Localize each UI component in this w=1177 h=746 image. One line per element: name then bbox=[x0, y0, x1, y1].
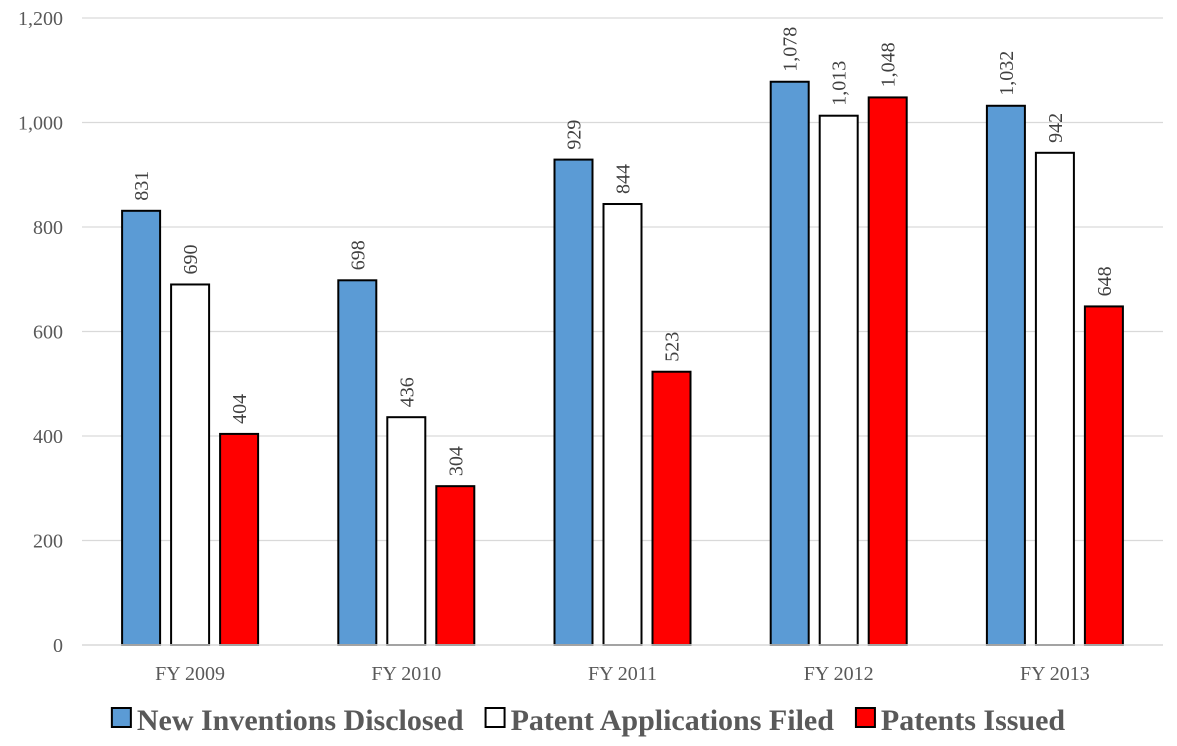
x-tick-label: FY 2013 bbox=[1020, 663, 1090, 685]
legend-label: Patent Applications Filed bbox=[511, 704, 835, 737]
bar-patent-applications-filed-0 bbox=[170, 283, 211, 646]
data-label: 436 bbox=[396, 377, 418, 407]
y-tick-label: 1,000 bbox=[18, 113, 63, 135]
bars bbox=[121, 80, 1124, 647]
bar-patents-issued-0 bbox=[219, 432, 260, 646]
data-label: 304 bbox=[445, 446, 467, 476]
y-tick-label: 200 bbox=[33, 531, 63, 553]
bar-patents-issued-3 bbox=[867, 96, 908, 647]
data-label: 1,048 bbox=[878, 42, 900, 87]
data-label: 831 bbox=[131, 171, 153, 201]
bar-new-inventions-disclosed-3 bbox=[769, 80, 810, 647]
x-tick-label: FY 2011 bbox=[588, 663, 657, 685]
data-label: 698 bbox=[347, 240, 369, 270]
y-tick-label: 600 bbox=[33, 322, 63, 344]
bar-patent-applications-filed-3 bbox=[818, 114, 859, 646]
legend-label: Patents Issued bbox=[881, 704, 1066, 737]
bar-patents-issued-2 bbox=[651, 370, 692, 646]
x-tick-label: FY 2010 bbox=[371, 663, 441, 685]
bar-new-inventions-disclosed-2 bbox=[553, 158, 594, 646]
bar-new-inventions-disclosed-4 bbox=[985, 104, 1026, 646]
y-tick-label: 1,200 bbox=[18, 8, 63, 30]
data-label: 1,013 bbox=[829, 61, 851, 106]
x-tick-label: FY 2009 bbox=[155, 663, 225, 685]
legend: New Inventions Disclosed Patent Applicati… bbox=[110, 704, 1066, 737]
legend-item: Patent Applications Filed bbox=[484, 704, 835, 737]
data-label: 523 bbox=[662, 332, 684, 362]
x-tick-label: FY 2012 bbox=[804, 663, 874, 685]
bar-patents-issued-4 bbox=[1083, 305, 1124, 646]
y-tick-label: 800 bbox=[33, 217, 63, 239]
data-label: 690 bbox=[180, 244, 202, 274]
legend-item: New Inventions Disclosed bbox=[110, 704, 464, 737]
data-label: 1,078 bbox=[780, 27, 802, 72]
data-label: 648 bbox=[1094, 266, 1116, 296]
data-labels: 831 690 404 698 436 304 929 844 523 1,078 1,013 1,0… bbox=[131, 27, 1116, 476]
bar-patent-applications-filed-4 bbox=[1034, 151, 1075, 646]
bar-patent-applications-filed-1 bbox=[386, 416, 427, 646]
legend-label: New Inventions Disclosed bbox=[137, 704, 464, 737]
legend-swatch bbox=[854, 707, 876, 728]
data-label: 404 bbox=[229, 394, 251, 424]
x-axis-tick-labels: FY 2009 FY 2010 FY 2011 FY 2012 FY 2013 bbox=[155, 663, 1090, 685]
data-label: 844 bbox=[613, 164, 635, 194]
bar-new-inventions-disclosed-1 bbox=[337, 279, 378, 646]
data-label: 929 bbox=[564, 120, 586, 150]
bar-patent-applications-filed-2 bbox=[602, 203, 643, 646]
data-label: 942 bbox=[1045, 113, 1067, 143]
y-tick-label: 400 bbox=[33, 426, 63, 448]
legend-swatch bbox=[110, 707, 132, 728]
y-axis-tick-labels: 0 200 400 600 800 1,000 1,200 bbox=[18, 8, 63, 657]
legend-item: Patents Issued bbox=[854, 704, 1066, 737]
y-tick-label: 0 bbox=[53, 635, 63, 657]
bar-patents-issued-1 bbox=[435, 485, 476, 646]
data-label: 1,032 bbox=[996, 51, 1018, 96]
bar-new-inventions-disclosed-0 bbox=[121, 209, 162, 647]
legend-swatch bbox=[484, 707, 506, 728]
